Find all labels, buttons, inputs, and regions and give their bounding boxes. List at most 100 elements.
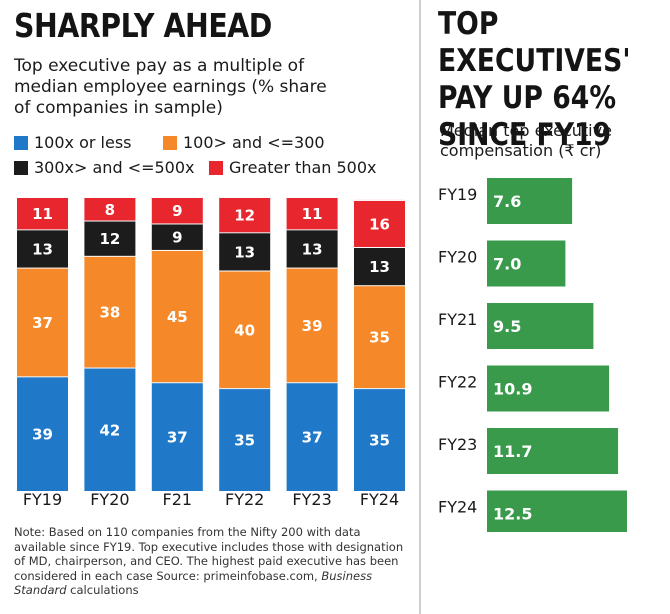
bar-segment — [17, 267, 68, 377]
note-source-italic: Business Standard — [14, 568, 373, 598]
note-text: Note: Based on 110 companies from the Ni… — [14, 525, 404, 583]
legend-item: 100> and <=300 — [163, 133, 325, 152]
data-label: 16 — [369, 215, 390, 233]
segment-separator — [17, 229, 68, 231]
hbar — [487, 490, 627, 532]
data-label: 13 — [302, 240, 323, 258]
segment-separator — [17, 376, 68, 378]
legend-swatch-black — [14, 160, 28, 175]
data-label: 12 — [234, 207, 255, 225]
segment-separator — [219, 388, 271, 390]
segment-separator — [286, 229, 338, 231]
segment-separator — [354, 388, 405, 390]
bar-segment — [151, 197, 203, 224]
bar-segment — [354, 246, 405, 286]
segment-separator — [219, 270, 271, 272]
legend-label: 100> and <=300 — [183, 133, 325, 152]
data-label: 13 — [234, 243, 255, 261]
y-tick-label: FY22 — [438, 373, 477, 392]
x-tick-label: FY20 — [90, 490, 129, 509]
bar-segment — [84, 197, 136, 221]
legend-label: 100x or less — [34, 133, 132, 152]
bar-segment — [286, 229, 338, 268]
data-label: 11.7 — [493, 442, 532, 461]
data-label: 7.0 — [493, 255, 521, 274]
bar-segment — [17, 197, 68, 230]
segment-separator — [84, 367, 136, 369]
bar-segment — [151, 382, 203, 491]
data-label: 13 — [32, 240, 53, 258]
bar-segment — [151, 223, 203, 250]
data-label: 9 — [172, 229, 182, 247]
bar-segment — [17, 376, 68, 491]
data-label: 8 — [105, 201, 115, 219]
x-tick-label: FY22 — [225, 490, 264, 509]
data-label: 12 — [99, 230, 120, 248]
data-label: 13 — [369, 258, 390, 276]
segment-separator — [354, 199, 405, 201]
bar-segment — [286, 197, 338, 230]
legend-label: Greater than 500x — [229, 158, 377, 177]
x-tick-label: FY19 — [23, 490, 62, 509]
panel-divider — [419, 0, 421, 614]
legend-swatch-red — [209, 160, 223, 175]
legend-label: 300x> and <=500x — [34, 158, 195, 177]
footnote: Note: Based on 110 companies from the Ni… — [14, 525, 414, 598]
y-tick-label: FY23 — [438, 435, 477, 454]
bar-segment — [17, 229, 68, 268]
bar-segment — [219, 232, 271, 271]
hbar — [487, 365, 610, 412]
data-label: 38 — [99, 304, 120, 322]
segment-separator — [84, 197, 136, 198]
segment-separator — [219, 232, 271, 234]
segment-separator — [151, 197, 203, 198]
data-label: 37 — [32, 314, 53, 332]
bar-segment — [286, 382, 338, 491]
segment-separator — [84, 220, 136, 222]
bar-segment — [219, 197, 271, 233]
bar-segment — [354, 199, 405, 247]
y-tick-label: FY24 — [438, 498, 477, 517]
segment-separator — [286, 382, 338, 384]
data-label: 12.5 — [493, 505, 532, 524]
right-title: TOP EXECUTIVES' PAY UP 64% SINCE FY19 — [438, 6, 631, 153]
bar-segment — [354, 285, 405, 389]
note-source-end: calculations — [66, 583, 139, 597]
segment-separator — [286, 267, 338, 269]
data-label: 35 — [369, 432, 390, 450]
data-label: 11 — [302, 205, 323, 223]
x-tick-label: F21 — [163, 490, 193, 509]
data-label: 10.9 — [493, 380, 532, 399]
segment-separator — [84, 255, 136, 257]
hbar — [487, 178, 573, 224]
segment-separator — [17, 197, 68, 198]
legend-swatch-blue — [14, 135, 28, 150]
stacked-bar-chart: 39 37 13 11 FY19 42 38 12 8 FY20 37 45 9 9 F21 35 40 13 12… — [17, 197, 405, 509]
data-label: 39 — [302, 317, 323, 335]
data-label: 9 — [172, 202, 182, 220]
hbar — [487, 428, 619, 474]
legend-item: 100x or less — [14, 133, 132, 152]
legend-swatch-orange — [163, 135, 177, 150]
legend-item: 300x> and <=500x — [14, 158, 195, 177]
bar-segment — [84, 255, 136, 368]
left-title: SHARPLY AHEAD — [14, 6, 272, 45]
segment-separator — [151, 223, 203, 225]
y-tick-label: FY20 — [438, 248, 477, 267]
bar-segment — [151, 249, 203, 383]
data-label: 45 — [167, 308, 188, 326]
segment-separator — [151, 249, 203, 251]
right-subtitle: Median top executive compensation (₹ cr) — [440, 121, 612, 160]
segment-separator — [354, 246, 405, 248]
data-label: 35 — [369, 329, 390, 347]
data-label: 7.6 — [493, 192, 521, 211]
segment-separator — [17, 267, 68, 269]
data-label: 37 — [167, 429, 188, 447]
bar-segment — [219, 388, 271, 491]
x-tick-label: FY23 — [292, 490, 331, 509]
data-label: 35 — [234, 432, 255, 450]
hbar — [487, 240, 566, 287]
data-label: 37 — [302, 429, 323, 447]
bar-segment — [84, 220, 136, 256]
